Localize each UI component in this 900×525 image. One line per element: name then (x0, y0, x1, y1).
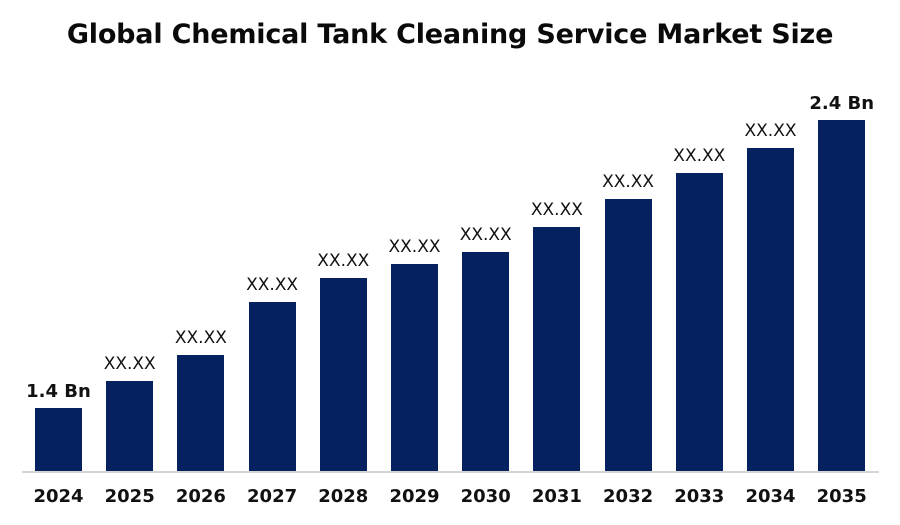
bar-value-label-2032: XX.XX (602, 172, 655, 192)
x-axis-label-2025: 2025 (104, 486, 155, 507)
bar-value-label-2024: 1.4 Bn (26, 381, 91, 402)
x-axis-label-2032: 2032 (603, 486, 654, 507)
bar-value-label-2035: 2.4 Bn (809, 93, 875, 114)
bar-value-label-2027: XX.XX (246, 275, 299, 295)
chart-title: Global Chemical Tank Cleaning Service Ma… (66, 19, 834, 50)
bar-value-label-2033: XX.XX (673, 146, 726, 166)
x-axis-label-2034: 2034 (745, 486, 796, 507)
bar-2024 (35, 408, 82, 471)
bar-2030 (462, 252, 510, 471)
x-axis-label-2028: 2028 (318, 486, 369, 507)
bar-2025 (106, 381, 154, 471)
x-axis-label-2035: 2035 (816, 486, 867, 507)
x-axis-label-2031: 2031 (531, 486, 582, 507)
bar-value-label-2028: XX.XX (317, 251, 370, 271)
bar-2033 (675, 173, 723, 471)
bar-2026 (177, 355, 225, 471)
x-axis-label-2029: 2029 (389, 486, 440, 507)
x-axis-label-2027: 2027 (247, 486, 298, 507)
bar-value-label-2031: XX.XX (530, 200, 583, 220)
bar-2028 (319, 278, 367, 471)
bar-2035 (818, 120, 866, 471)
bar-2031 (533, 227, 581, 471)
x-axis-label-2024: 2024 (33, 486, 84, 507)
bar-value-label-2026: XX.XX (174, 328, 227, 348)
bar-2032 (604, 199, 652, 471)
x-axis-line (22, 471, 879, 473)
bar-value-label-2025: XX.XX (103, 354, 156, 374)
bar-2034 (747, 148, 794, 471)
bar-value-label-2029: XX.XX (388, 237, 441, 257)
x-axis-label-2030: 2030 (460, 486, 511, 507)
x-axis-label-2033: 2033 (674, 486, 725, 507)
bar-value-label-2034: XX.XX (744, 121, 797, 141)
bar-value-label-2030: XX.XX (459, 225, 512, 245)
bar-2027 (248, 302, 296, 471)
bar-2029 (391, 264, 438, 471)
x-axis-label-2026: 2026 (175, 486, 226, 507)
